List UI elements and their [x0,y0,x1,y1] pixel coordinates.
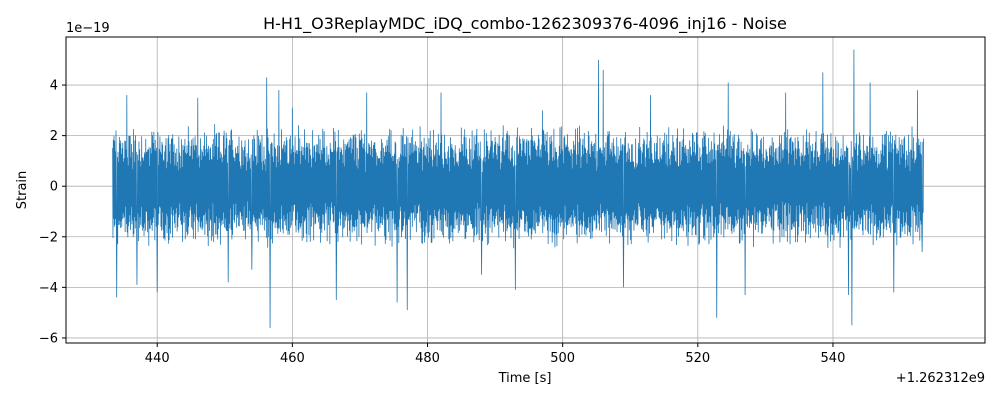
plot-frame [65,36,986,344]
y-tick-label: 2 [50,129,58,144]
y-tick-label: −2 [39,230,58,245]
x-tick-label: 440 [145,351,170,366]
x-tick-label: 460 [280,351,305,366]
x-axis-label: Time [s] [498,371,552,386]
y-tick-label: −4 [39,281,58,296]
y-tick-label: 4 [50,79,58,94]
y-tick-label: −6 [39,331,58,346]
chart-title: H-H1_O3ReplayMDC_iDQ_combo-1262309376-40… [263,14,787,34]
series-line-strain [112,49,924,328]
y-multiplier-label: 1e−19 [66,21,110,36]
x-offset-label: +1.262312e9 [896,371,985,386]
y-axis-ticks: −6 −4 −2 0 2 4 [39,79,66,346]
x-axis-ticks: 440 460 480 500 520 540 [145,343,846,366]
y-axis-label: Strain [15,171,30,210]
x-tick-label: 500 [550,351,575,366]
x-tick-label: 520 [685,351,710,366]
x-tick-label: 540 [821,351,846,366]
series-strain [112,49,924,328]
y-tick-label: 0 [50,180,58,195]
x-tick-label: 480 [415,351,440,366]
